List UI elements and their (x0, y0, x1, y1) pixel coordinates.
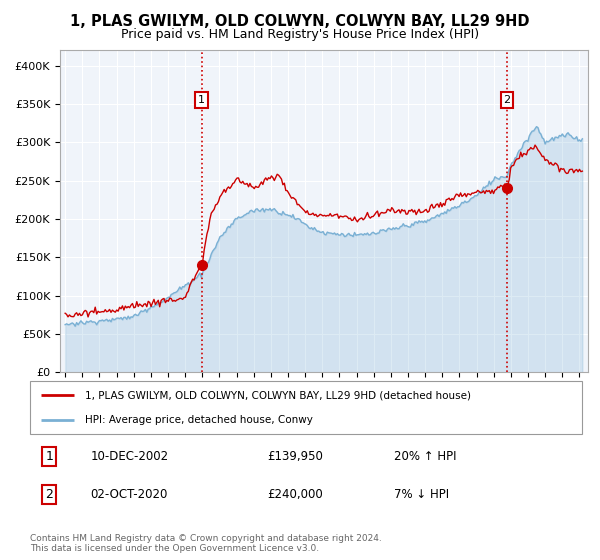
FancyBboxPatch shape (30, 381, 582, 434)
Text: 20% ↑ HPI: 20% ↑ HPI (394, 450, 457, 463)
Text: 7% ↓ HPI: 7% ↓ HPI (394, 488, 449, 501)
Text: 1, PLAS GWILYM, OLD COLWYN, COLWYN BAY, LL29 9HD: 1, PLAS GWILYM, OLD COLWYN, COLWYN BAY, … (70, 14, 530, 29)
Text: 02-OCT-2020: 02-OCT-2020 (91, 488, 168, 501)
Text: 2: 2 (46, 488, 53, 501)
Text: 10-DEC-2002: 10-DEC-2002 (91, 450, 169, 463)
Text: HPI: Average price, detached house, Conwy: HPI: Average price, detached house, Conw… (85, 414, 313, 424)
Text: Contains HM Land Registry data © Crown copyright and database right 2024.
This d: Contains HM Land Registry data © Crown c… (30, 534, 382, 553)
Text: £139,950: £139,950 (268, 450, 323, 463)
Text: £240,000: £240,000 (268, 488, 323, 501)
Text: Price paid vs. HM Land Registry's House Price Index (HPI): Price paid vs. HM Land Registry's House … (121, 28, 479, 41)
Text: 2: 2 (503, 95, 511, 105)
Text: 1: 1 (198, 95, 205, 105)
Text: 1, PLAS GWILYM, OLD COLWYN, COLWYN BAY, LL29 9HD (detached house): 1, PLAS GWILYM, OLD COLWYN, COLWYN BAY, … (85, 390, 471, 400)
Text: 1: 1 (46, 450, 53, 463)
